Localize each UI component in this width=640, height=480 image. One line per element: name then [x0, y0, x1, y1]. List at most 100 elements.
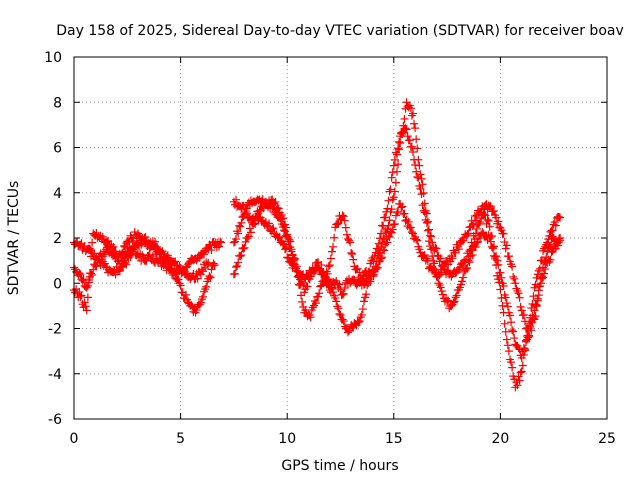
data-point-track-f: [483, 215, 492, 224]
data-point-track-d: [517, 306, 526, 315]
data-point-track-d: [234, 229, 243, 238]
x-tick-label: 5: [176, 431, 185, 447]
x-tick-label: 20: [491, 431, 509, 447]
data-point-track-c: [85, 244, 94, 253]
data-point-track-f: [236, 252, 245, 261]
data-point-track-f: [234, 258, 243, 267]
data-point-track-f: [233, 262, 242, 271]
data-point-track-e: [510, 334, 519, 343]
data-point-track-e: [295, 281, 304, 290]
data-point-track-f: [496, 285, 505, 294]
data-point-track-e: [534, 286, 543, 295]
data-point-track-f: [519, 350, 528, 359]
data-point-track-f: [374, 249, 383, 258]
data-point-track-e: [524, 333, 533, 342]
data-point-track-f: [531, 280, 540, 289]
data-point-track-e: [340, 216, 349, 225]
data-point-track-e: [416, 184, 425, 193]
data-point-track-e: [315, 289, 324, 298]
data-point-track-f: [545, 231, 554, 240]
data-point-track-f: [389, 193, 398, 202]
data-point-track-d: [385, 233, 394, 242]
data-point-track-d: [400, 209, 409, 218]
data-point-track-e: [381, 213, 390, 222]
data-point-track-f: [387, 205, 396, 214]
data-point-track-d: [464, 229, 473, 238]
data-point-track-f: [484, 216, 493, 225]
data-point-track-e: [311, 299, 320, 308]
data-point-track-a: [79, 275, 88, 284]
data-point-track-f: [500, 319, 509, 328]
data-point-track-f: [355, 317, 364, 326]
data-point-track-f: [244, 232, 253, 241]
data-point-track-b: [192, 306, 201, 315]
data-point-track-e: [532, 301, 541, 310]
data-point-track-e: [329, 242, 338, 251]
y-tick-label: 4: [53, 186, 62, 202]
data-point-track-f: [503, 341, 512, 350]
data-point-track-f: [423, 217, 432, 226]
data-point-track-a: [83, 281, 92, 290]
data-point-track-d: [340, 284, 349, 292]
data-point-track-d: [406, 223, 415, 232]
data-point-track-e: [317, 281, 326, 290]
data-point-track-f: [535, 264, 544, 273]
data-point-track-e: [420, 208, 429, 217]
data-point-track-e: [403, 132, 412, 141]
data-point-track-f: [515, 376, 524, 385]
data-point-track-a: [92, 262, 101, 271]
x-tick-label: 15: [385, 431, 403, 447]
data-point-track-b: [81, 302, 90, 311]
data-point-track-d: [514, 289, 523, 298]
data-point-track-b: [169, 268, 178, 277]
data-point-track-e: [324, 262, 333, 271]
data-point-track-b: [202, 282, 211, 291]
data-point-track-e: [274, 204, 283, 213]
data-point-track-e: [395, 137, 404, 146]
data-point-track-b: [174, 275, 183, 284]
data-point-track-c: [122, 260, 131, 269]
data-point-track-f: [411, 124, 420, 133]
data-point-track-d: [508, 262, 517, 271]
data-point-track-b: [175, 279, 184, 288]
y-tick-label: 10: [44, 50, 62, 66]
data-point-track-e: [545, 257, 554, 266]
data-point-track-c: [127, 249, 136, 258]
data-point-track-e: [546, 255, 555, 264]
data-point-track-d: [229, 238, 238, 247]
data-point-track-f: [532, 273, 541, 282]
data-point-track-f: [495, 278, 504, 287]
data-point-track-b: [195, 300, 204, 309]
data-point-track-d: [413, 236, 422, 245]
data-point-track-f: [394, 160, 403, 169]
data-point-track-f: [527, 304, 536, 313]
data-point-track-f: [548, 226, 557, 235]
data-point-track-b: [181, 290, 190, 299]
data-point-track-a: [195, 253, 204, 262]
data-point-track-f: [399, 121, 408, 130]
x-tick-label: 10: [278, 431, 296, 447]
data-point-track-f: [420, 199, 429, 208]
data-point-track-e: [314, 292, 323, 301]
data-point-track-e: [458, 277, 467, 286]
data-point-track-f: [281, 245, 290, 254]
data-point-track-e: [306, 313, 315, 322]
data-point-track-f: [468, 242, 477, 251]
data-point-track-d: [412, 235, 421, 244]
data-point-track-d: [463, 230, 472, 239]
data-point-track-d: [454, 245, 463, 254]
data-point-track-e: [384, 196, 393, 205]
data-point-track-f: [379, 234, 388, 243]
chart-title: Day 158 of 2025, Sidereal Day-to-day VTE…: [56, 23, 624, 39]
data-point-track-d: [509, 272, 518, 281]
y-tick-label: -4: [48, 367, 62, 383]
data-point-track-c: [204, 258, 213, 267]
data-point-track-f: [556, 213, 565, 222]
data-point-track-d: [338, 290, 347, 299]
data-point-track-b: [176, 281, 185, 290]
data-point-track-f: [501, 327, 510, 336]
data-point-track-f: [250, 219, 259, 228]
data-point-track-e: [341, 223, 350, 232]
data-point-track-d: [516, 302, 525, 311]
data-point-track-d: [515, 293, 524, 302]
